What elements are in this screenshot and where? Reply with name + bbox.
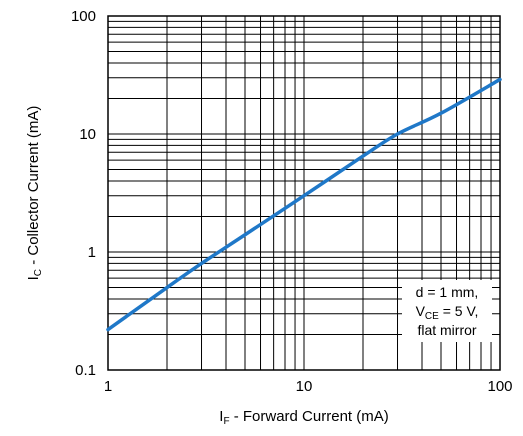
annotation-ce-subscript: CE — [425, 311, 439, 322]
tick-labels: 1 10 100 0.1 1 10 100 — [71, 8, 513, 395]
y-axis-label-symbol: I — [25, 276, 42, 280]
y-tick-label: 1 — [88, 244, 96, 261]
x-tick-label: 1 — [104, 378, 112, 395]
annotation-line-1: d = 1 mm, — [416, 284, 479, 300]
y-axis-label: IC - Collector Current (mA) — [25, 106, 44, 281]
x-tick-label: 10 — [296, 378, 313, 395]
x-axis-label: IF - Forward Current (mA) — [219, 408, 388, 427]
x-axis-label-text: - Forward Current (mA) — [230, 408, 389, 425]
y-axis-label-text: - Collector Current (mA) — [25, 106, 42, 269]
annotation-v-symbol: V — [416, 303, 426, 319]
annotation-background — [402, 280, 492, 342]
plot-frame — [107, 15, 501, 371]
y-axis-label-subscript: C — [33, 269, 44, 276]
series-line — [106, 77, 502, 332]
annotation-line-2: VCE = 5 V, — [416, 303, 479, 322]
annotation-line-3: flat mirror — [417, 322, 476, 338]
annotation-box: d = 1 mm, VCE = 5 V, flat mirror — [402, 280, 492, 342]
y-tick-label: 100 — [71, 8, 96, 25]
x-axis-label-subscript: F — [223, 416, 229, 427]
y-tick-label: 10 — [79, 126, 96, 143]
y-tick-label: 0.1 — [75, 362, 96, 379]
x-axis-label-symbol: I — [219, 408, 223, 425]
annotation-line-2-rest: = 5 V, — [439, 303, 479, 319]
x-tick-label: 100 — [487, 378, 512, 395]
